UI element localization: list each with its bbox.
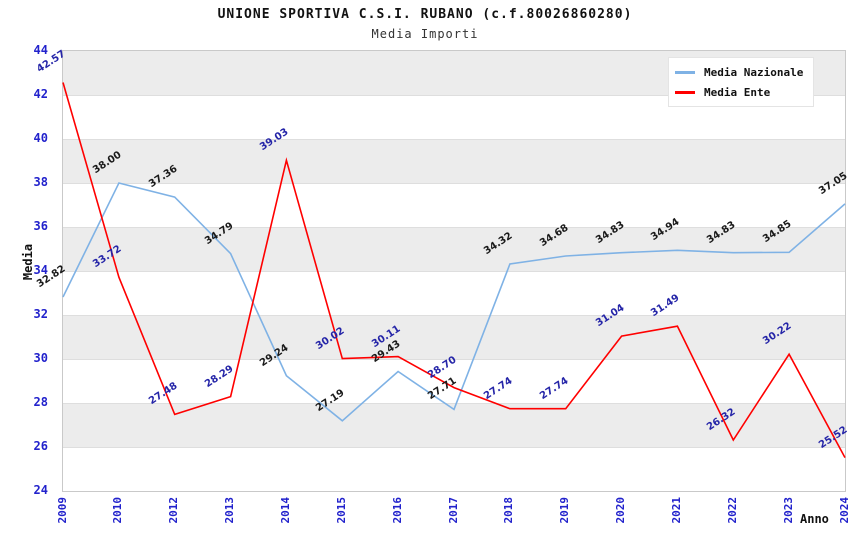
y-tick-label: 40	[33, 131, 48, 145]
x-tick-label: 2022	[725, 497, 739, 524]
gridline	[63, 359, 845, 360]
series-line-media-nazionale	[62, 182, 846, 422]
series-line-media-ente	[62, 82, 846, 458]
gridline	[63, 227, 845, 228]
x-tick-label: 2023	[781, 497, 795, 524]
x-tick-label: 2014	[278, 497, 292, 524]
legend-label: Media Nazionale	[704, 66, 804, 79]
x-tick-label: 2009	[55, 497, 69, 524]
y-tick-label: 44	[33, 43, 48, 57]
y-tick-label: 26	[33, 439, 48, 453]
y-tick-label: 32	[33, 307, 48, 321]
x-tick-label: 2010	[111, 497, 125, 524]
x-tick-label: 2020	[614, 497, 628, 524]
x-axis-title: Anno	[800, 512, 829, 526]
y-tick-label: 28	[33, 395, 48, 409]
x-tick-label: 2016	[390, 497, 404, 524]
x-tick-label: 2024	[837, 497, 850, 524]
x-tick-label: 2013	[223, 497, 237, 524]
line-swatch-nazionale	[675, 71, 695, 74]
y-axis-title: Media	[21, 243, 36, 281]
x-tick-label: 2015	[334, 497, 348, 524]
y-tick-label: 36	[33, 219, 48, 233]
line-swatch-ente	[675, 91, 695, 94]
x-tick-label: 2021	[669, 497, 683, 524]
gridline	[63, 315, 845, 316]
gridline	[63, 271, 845, 272]
gridline	[63, 447, 845, 448]
chart-subtitle: Media Importi	[371, 27, 479, 41]
x-tick-label: 2017	[446, 497, 460, 524]
gridline	[63, 139, 845, 140]
legend-item-nazionale: Media Nazionale	[675, 66, 807, 79]
x-tick-label: 2012	[167, 497, 181, 524]
y-tick-label: 38	[33, 175, 48, 189]
gridline	[63, 403, 845, 404]
x-tick-label: 2019	[558, 497, 572, 524]
legend: Media Nazionale Media Ente	[668, 57, 814, 107]
y-tick-label: 42	[33, 87, 48, 101]
y-tick-label: 30	[33, 351, 48, 365]
gridline	[63, 183, 845, 184]
y-tick-label: 34	[33, 263, 48, 277]
chart-title: UNIONE SPORTIVA C.S.I. RUBANO (c.f.80026…	[217, 7, 633, 22]
legend-label: Media Ente	[704, 86, 771, 99]
gridline	[63, 95, 845, 96]
plot-area: 32.82 38.00 37.36 34.79 29.24 27.19 29.43 27.71…	[35, 49, 850, 492]
legend-item-ente: Media Ente	[675, 86, 807, 99]
x-tick-label: 2018	[502, 497, 516, 524]
y-tick-label: 24	[33, 483, 48, 497]
